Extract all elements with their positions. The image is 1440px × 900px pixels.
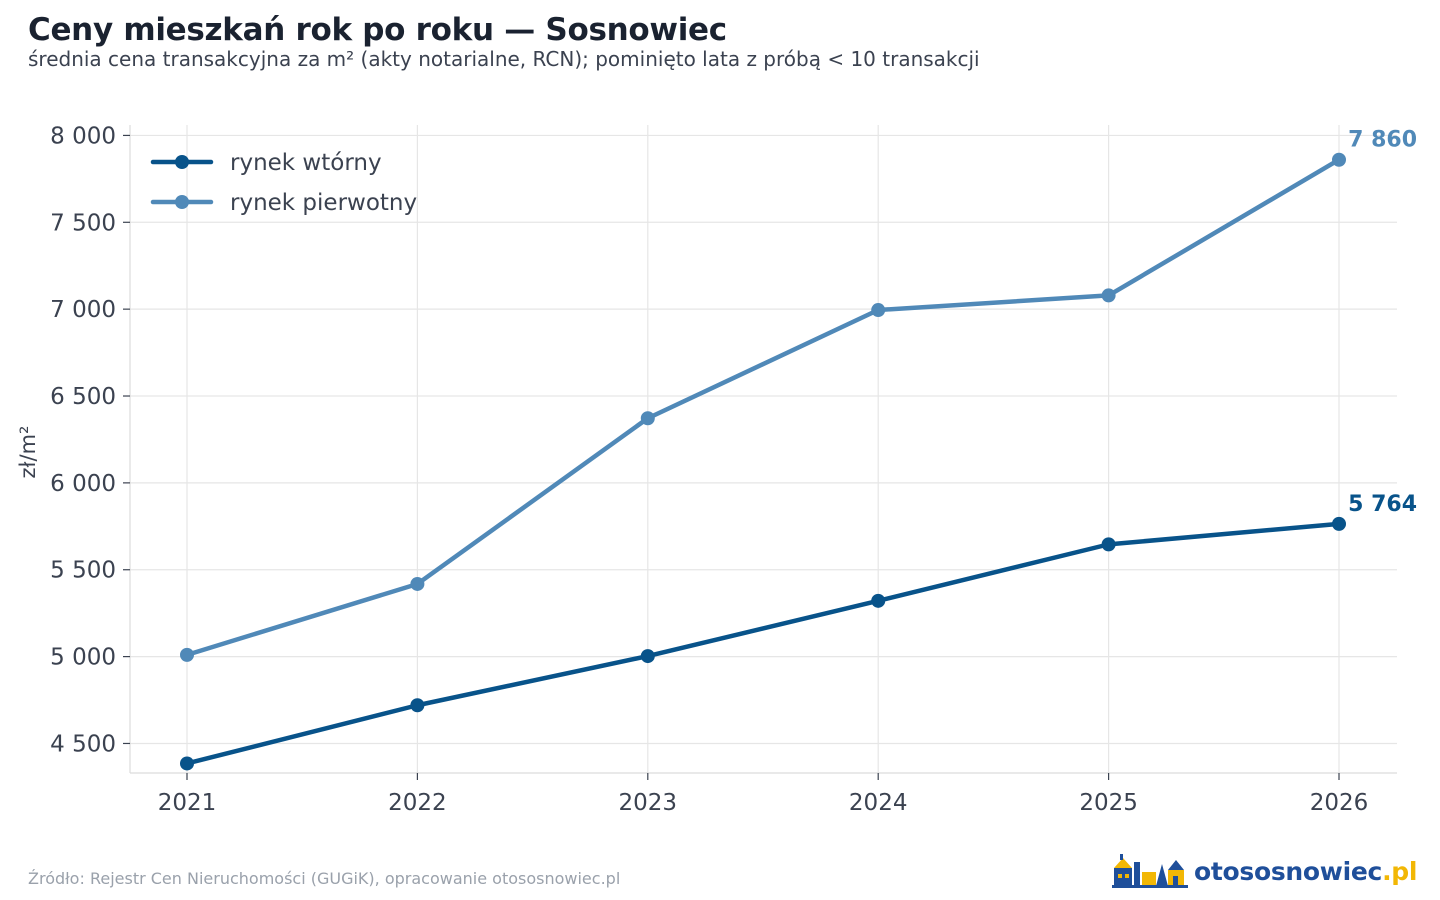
- x-tick-label: 2026: [1310, 790, 1369, 816]
- x-tick-label: 2021: [158, 790, 217, 816]
- data-point: [410, 576, 425, 591]
- data-point: [1332, 516, 1346, 531]
- legend-marker: [175, 195, 189, 209]
- legend-label: rynek wtórny: [230, 150, 382, 176]
- legend-label: rynek pierwotny: [230, 190, 417, 216]
- y-tick-label: 8 000: [50, 123, 116, 149]
- series-line-1: [184, 157, 1342, 658]
- x-tick-label: 2023: [619, 790, 678, 816]
- legend-marker: [175, 155, 189, 169]
- data-point: [640, 649, 655, 664]
- y-tick-label: 5 000: [50, 645, 116, 671]
- series-line-0: [184, 521, 1342, 766]
- y-tick-label: 6 500: [50, 384, 116, 410]
- chart-subtitle: średnia cena transakcyjna za m² (akty no…: [28, 47, 980, 71]
- data-point: [410, 698, 425, 713]
- data-point: [871, 303, 886, 318]
- data-point: [1101, 537, 1116, 552]
- data-point: [180, 756, 194, 771]
- y-tick-label: 4 500: [50, 731, 116, 757]
- logo-name: otososnowiec: [1194, 857, 1383, 886]
- city-skyline-icon: [1112, 850, 1188, 893]
- data-point: [640, 411, 655, 426]
- y-tick-label: 5 500: [50, 558, 116, 584]
- x-tick-label: 2024: [849, 790, 908, 816]
- x-tick-label: 2022: [388, 790, 447, 816]
- chart-title: Ceny mieszkań rok po roku — Sosnowiec: [28, 12, 727, 48]
- data-point: [180, 647, 194, 662]
- data-point: [1101, 288, 1116, 303]
- data-point: [1332, 152, 1346, 167]
- data-point: [871, 593, 886, 608]
- end-value-label: 7 860: [1348, 128, 1417, 153]
- x-tick-label: 2025: [1079, 790, 1138, 816]
- y-tick-label: 6 000: [50, 471, 116, 497]
- logo-tld: .pl: [1382, 857, 1418, 886]
- y-tick-label: 7 500: [50, 210, 116, 236]
- y-tick-label: 7 000: [50, 297, 116, 323]
- brand-logo[interactable]: otososnowiec.pl: [1112, 850, 1417, 893]
- source-note: Źródło: Rejestr Cen Nieruchomości (GUGiK…: [28, 869, 621, 888]
- end-value-label: 5 764: [1348, 492, 1417, 517]
- y-axis-label: zł/m²: [16, 426, 40, 479]
